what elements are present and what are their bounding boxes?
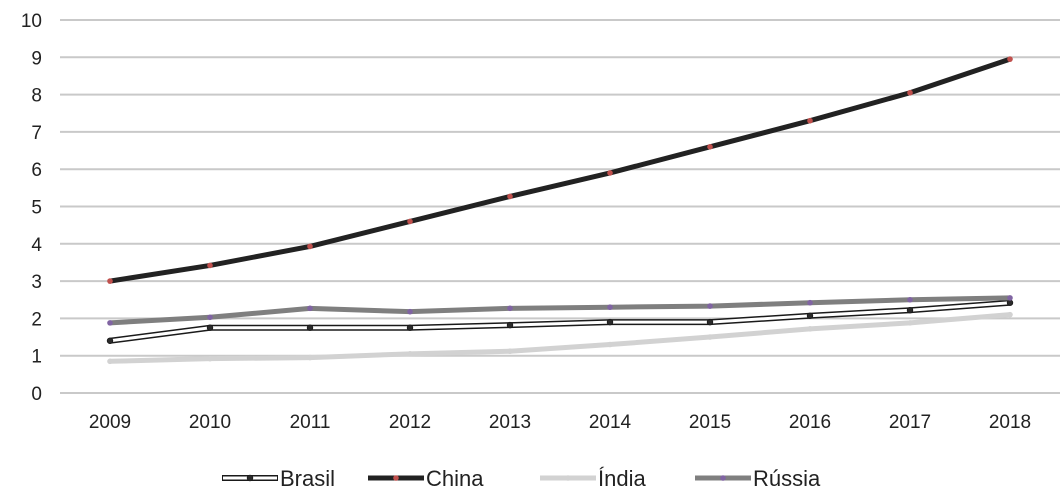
legend: Brasil China Índia Rússia xyxy=(222,466,821,491)
legend-label: Brasil xyxy=(280,466,335,491)
data-point xyxy=(306,324,314,331)
y-axis: 0 1 2 3 4 5 6 7 8 9 10 xyxy=(21,11,43,405)
data-point xyxy=(606,318,614,326)
series-brasil xyxy=(106,299,1014,344)
legend-label: China xyxy=(426,466,484,491)
data-point xyxy=(107,320,113,326)
series-rússia xyxy=(107,295,1013,326)
data-point xyxy=(1007,295,1013,301)
x-tick-label: 2013 xyxy=(489,412,531,433)
x-tick-label: 2012 xyxy=(389,412,431,433)
data-point xyxy=(307,305,313,312)
y-tick-label: 3 xyxy=(31,272,42,293)
series-line xyxy=(107,295,1013,326)
x-tick-label: 2016 xyxy=(789,412,831,433)
data-point xyxy=(907,320,913,326)
data-point xyxy=(307,243,313,250)
data-point xyxy=(407,351,413,357)
y-tick-label: 6 xyxy=(31,160,42,181)
data-point xyxy=(1007,56,1013,62)
data-point xyxy=(507,193,513,200)
y-tick-label: 8 xyxy=(31,86,42,107)
data-point xyxy=(507,348,513,355)
data-point xyxy=(207,355,213,362)
data-point xyxy=(707,334,713,340)
y-tick-label: 9 xyxy=(31,48,42,69)
legend-item-rússia: Rússia xyxy=(695,466,821,491)
legend-label: Índia xyxy=(598,466,646,491)
data-point xyxy=(807,117,813,124)
legend-item-brasil: Brasil xyxy=(222,466,335,491)
y-tick-label: 5 xyxy=(31,198,42,219)
data-point xyxy=(207,314,213,321)
legend-marker xyxy=(565,475,571,481)
data-point xyxy=(707,144,713,150)
data-point xyxy=(607,341,613,348)
x-tick-label: 2015 xyxy=(689,412,731,433)
y-tick-label: 2 xyxy=(31,309,42,330)
data-point xyxy=(106,337,114,344)
data-point xyxy=(907,296,913,303)
data-point xyxy=(807,326,813,332)
series-line xyxy=(107,312,1013,364)
legend-marker xyxy=(246,474,254,482)
series-line xyxy=(107,56,1013,284)
data-point xyxy=(607,304,613,311)
x-tick-label: 2009 xyxy=(89,412,131,433)
legend-label: Rússia xyxy=(753,466,821,491)
data-point xyxy=(207,262,213,269)
data-point xyxy=(906,306,914,314)
legend-marker xyxy=(720,475,726,481)
series-lines xyxy=(106,56,1014,365)
data-point xyxy=(307,354,313,361)
data-point xyxy=(707,303,713,309)
x-axis: 2009 2010 2011 2012 2013 2014 2015 2016 2017 2018 xyxy=(89,412,1031,433)
x-tick-label: 2010 xyxy=(189,412,231,433)
legend-item-china: China xyxy=(368,466,484,491)
y-tick-label: 1 xyxy=(31,347,42,368)
data-point xyxy=(406,324,414,331)
y-tick-label: 0 xyxy=(31,384,42,405)
y-tick-label: 7 xyxy=(31,123,42,144)
series-china xyxy=(107,56,1013,284)
y-tick-label: 4 xyxy=(31,235,42,256)
series-índia xyxy=(107,311,1013,365)
data-point xyxy=(807,299,813,306)
gridlines xyxy=(60,19,1060,394)
x-tick-label: 2011 xyxy=(290,412,331,433)
data-point xyxy=(706,318,714,326)
y-tick-label: 10 xyxy=(21,11,42,32)
x-tick-label: 2018 xyxy=(989,412,1031,433)
legend-item-índia: Índia xyxy=(540,466,646,491)
data-point xyxy=(107,278,113,284)
x-tick-label: 2014 xyxy=(589,412,632,433)
data-point xyxy=(407,308,413,315)
data-point xyxy=(507,305,513,312)
data-point xyxy=(806,312,814,319)
data-point xyxy=(506,321,514,329)
data-point xyxy=(407,218,413,225)
data-point xyxy=(1007,311,1013,318)
data-point xyxy=(107,358,113,365)
data-point xyxy=(206,324,214,331)
data-point xyxy=(907,89,913,96)
data-point xyxy=(1006,299,1014,306)
legend-marker xyxy=(393,475,399,481)
x-tick-label: 2017 xyxy=(889,412,931,433)
data-point xyxy=(607,170,613,176)
series-line xyxy=(108,301,1012,343)
